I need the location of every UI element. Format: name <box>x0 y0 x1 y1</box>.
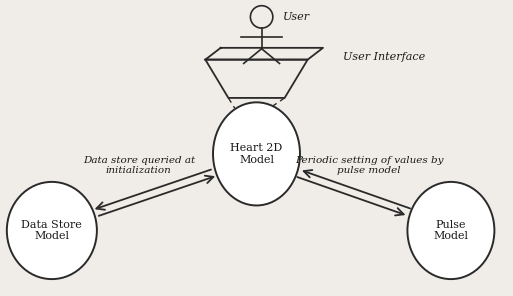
Text: Pulse
Model: Pulse Model <box>433 220 468 241</box>
Text: User Interface: User Interface <box>344 52 426 62</box>
Text: User: User <box>283 12 310 22</box>
Text: Periodic setting of values by
pulse model: Periodic setting of values by pulse mode… <box>295 156 443 175</box>
Ellipse shape <box>407 182 495 279</box>
Ellipse shape <box>213 102 300 205</box>
Text: Data store queried at
initialization: Data store queried at initialization <box>83 156 195 175</box>
Text: Data Store
Model: Data Store Model <box>22 220 82 241</box>
Ellipse shape <box>7 182 97 279</box>
Text: Heart 2D
Model: Heart 2D Model <box>230 143 283 165</box>
